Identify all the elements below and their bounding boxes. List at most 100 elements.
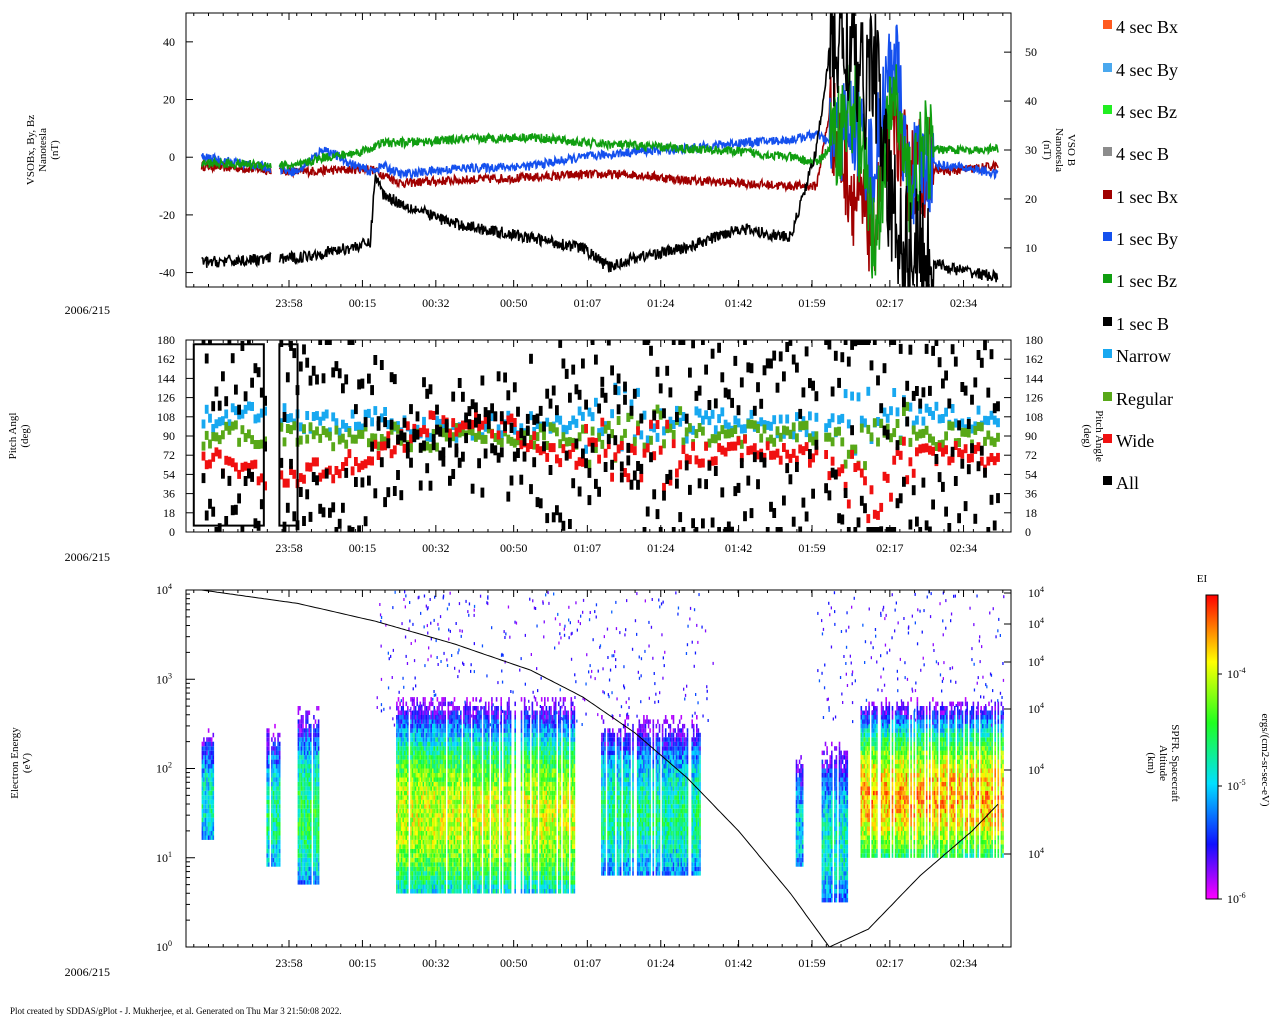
spectrogram-cell [421, 786, 423, 791]
pitch-mark-all [681, 340, 686, 345]
spectrogram-cell [475, 759, 478, 765]
spectrogram-cell [430, 701, 432, 707]
spectrogram-cell [449, 848, 451, 854]
spectrogram-cell [467, 715, 470, 720]
pitch-mark-regular [752, 420, 757, 430]
spectrogram-cell [303, 728, 306, 733]
spectrogram-cell [271, 773, 273, 778]
pitch-mark-regular [590, 426, 595, 436]
spectrogram-cell [494, 741, 496, 747]
spectrogram-cell [486, 790, 488, 796]
spectrogram-cell [302, 839, 304, 845]
spectrogram-cell [474, 857, 476, 863]
spectrogram-cell [460, 813, 462, 818]
pitch-mark-all [788, 474, 793, 485]
spectrogram-cell [427, 866, 429, 872]
spectrogram-cell [305, 799, 307, 805]
spectrogram-cell [424, 831, 426, 836]
spectrogram-cell [268, 728, 270, 733]
spectrogram-cell [207, 777, 210, 782]
spectrogram-cell [399, 746, 401, 751]
pitch-mark-narrow [435, 415, 439, 425]
spectrogram-cell [308, 822, 311, 827]
spectrogram-cell [427, 844, 429, 849]
pitch-mark-all [992, 403, 997, 414]
spectrogram-cell [399, 710, 401, 715]
spectrogram-cell [435, 759, 437, 765]
y-tick-label-left: 126 [157, 391, 175, 405]
spectrogram-cell [486, 839, 488, 845]
spectrogram-cell [300, 853, 303, 858]
spectrogram-cell [435, 768, 437, 773]
spectrogram-cell [271, 848, 273, 854]
spectrogram-cell [438, 866, 440, 872]
pitch-mark-wide [298, 473, 303, 483]
spectrogram-cell [411, 808, 414, 814]
spectrogram-cell [464, 839, 467, 845]
spectrogram-cell [416, 880, 418, 885]
spectrogram-cell [306, 880, 309, 885]
spectrogram-cell [313, 786, 315, 791]
spectrogram-cell [477, 741, 479, 747]
spectrogram-cell [435, 804, 437, 809]
spectrogram-cell [297, 866, 300, 872]
spectrogram-cell [483, 822, 485, 827]
spectrogram-cell [484, 826, 487, 831]
spectrogram-cell [480, 839, 482, 845]
spectrogram-cell [480, 795, 482, 800]
spectrogram-cell [488, 750, 490, 756]
spectrogram-cell [397, 808, 400, 814]
spectrogram-cell [416, 857, 418, 863]
spectrogram-cell [419, 768, 422, 773]
spectrogram-cell [435, 853, 437, 858]
spectrogram-cell [210, 777, 213, 782]
pitch-mark-regular [846, 449, 851, 459]
spectrogram-cell [438, 857, 440, 863]
spectrogram-cell [313, 813, 315, 818]
spectrogram-cell [472, 835, 474, 840]
spectrogram-cell [442, 848, 445, 854]
spectrogram-cell [405, 880, 408, 885]
spectrogram-cell [491, 839, 493, 845]
spectrogram-cell [449, 746, 451, 751]
pitch-mark-all [399, 430, 404, 441]
spectrogram-cell [209, 759, 211, 765]
spectrogram-cell [486, 786, 488, 791]
spectrogram-cell [456, 799, 459, 805]
pitch-mark-narrow [983, 415, 987, 425]
pitch-mark-all [594, 354, 598, 365]
pitch-mark-all [383, 417, 387, 428]
pitch-mark-all [285, 502, 290, 513]
pitch-mark-regular [461, 427, 465, 437]
spectrogram-cell [405, 790, 408, 796]
spectrogram-cell [316, 781, 318, 787]
spectrogram-cell [477, 768, 479, 773]
spectrogram-cell [201, 813, 204, 818]
spectrogram-cell [407, 750, 409, 756]
pitch-mark-wide [778, 455, 783, 465]
spectrogram-cell [402, 777, 404, 782]
envelope-outline [192, 343, 265, 527]
spectrogram-cell [203, 826, 205, 831]
spectrogram-cell [417, 799, 420, 805]
spectrogram-cell [317, 728, 320, 733]
spectrogram-cell [439, 844, 442, 849]
spectrogram-cell [413, 813, 415, 818]
spectrogram-cell [306, 728, 309, 733]
spectrogram-cell [421, 781, 423, 787]
spectrogram-cell [422, 866, 425, 872]
spectrogram-cell [449, 866, 451, 872]
spectrogram-cell [266, 853, 268, 858]
spectrogram-cell [467, 786, 470, 791]
spectrogram-cell [450, 822, 453, 827]
spectrogram-cell [416, 844, 418, 849]
pitch-mark-wide [704, 441, 708, 451]
spectrogram-cell [306, 835, 309, 840]
spectrogram-cell [314, 835, 317, 840]
pitch-mark-narrow [691, 425, 695, 435]
spectrogram-cell [422, 773, 425, 778]
spectrogram-cell [275, 795, 278, 800]
spectrogram-cell [441, 857, 443, 863]
spectrogram-cell [400, 768, 403, 773]
spectrogram-cell [274, 817, 276, 823]
